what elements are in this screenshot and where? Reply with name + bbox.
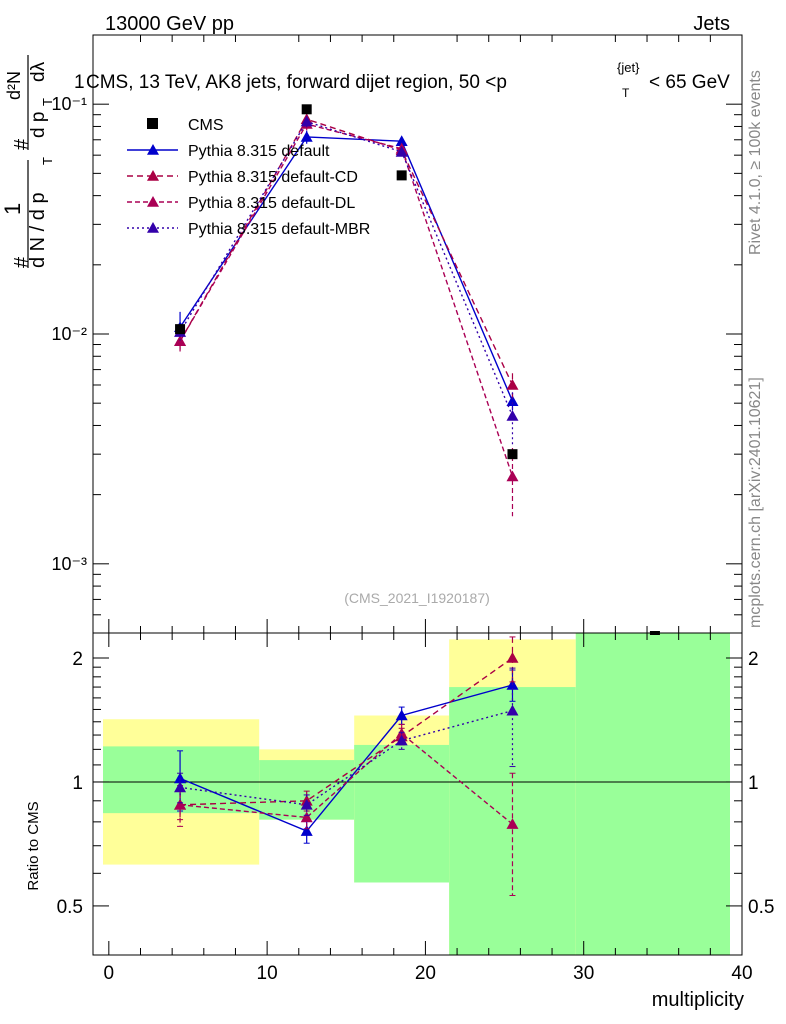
ratio-point [300, 811, 313, 823]
ratio-point [174, 781, 187, 793]
series-point [506, 470, 519, 482]
y-tick-label: 10⁻³ [51, 554, 87, 574]
legend-label: Pythia 8.315 default-CD [188, 169, 358, 186]
y-tick-label: 10⁻¹ [51, 94, 87, 114]
series-point [506, 395, 519, 407]
ratio-tick-label: 1 [72, 773, 83, 794]
ratio-point [395, 734, 408, 746]
ratio-tick-label-right: 1 [748, 773, 759, 794]
legend-marker [147, 144, 159, 155]
series-point [395, 145, 408, 157]
title-end: < 65 GeV [649, 72, 730, 93]
cms-point [175, 324, 186, 335]
ratio-point [395, 709, 408, 721]
x-tick-label: 20 [415, 963, 436, 984]
ylabel-t-1: T [40, 157, 55, 165]
ratio-point [174, 772, 187, 784]
x-tick-label: 40 [731, 963, 752, 984]
series-line [179, 136, 514, 402]
ratio-tick-label: 2 [72, 649, 83, 670]
ylabel-hash-2: # [11, 138, 33, 150]
header-left: 13000 GeV pp [105, 13, 234, 35]
series-line [179, 118, 514, 386]
chart-title: CMS, 13 TeV, AK8 jets, forward dijet reg… [86, 72, 507, 93]
ratio-tick-label: 0.5 [57, 897, 83, 918]
series-point [506, 378, 519, 390]
cms-point [649, 631, 660, 635]
series-point [506, 409, 519, 421]
ylabel-dpt: d p [28, 112, 49, 138]
ratio-point [174, 798, 187, 810]
ratio-frame [92, 632, 743, 956]
ylabel-dn: d N / d p [27, 192, 49, 268]
series-point [174, 335, 187, 347]
cms-point [507, 449, 518, 460]
legend-label: Pythia 8.315 default-DL [188, 195, 355, 212]
ratio-point [506, 651, 519, 663]
ratio-point [300, 798, 313, 810]
legend-marker-cms [147, 118, 158, 129]
ratio-line [179, 709, 513, 806]
ylabel-dlambda: dλ [28, 61, 49, 82]
ylabel-t-2: T [40, 98, 55, 106]
ratio-uncertainty-bands [103, 633, 730, 955]
title-prefix: 1 [74, 72, 85, 93]
series-point [300, 115, 313, 127]
ratio-line [179, 684, 513, 832]
series-line [179, 120, 514, 417]
series-point [395, 135, 408, 147]
title-subscript: T [622, 86, 630, 100]
title-superscript: {jet} [617, 60, 640, 75]
x-tick-label: 0 [104, 963, 115, 984]
ylabel-one: 1 [0, 203, 25, 215]
rivet-label: Rivet 4.1.0, ≥ 100k events [747, 70, 764, 255]
ratio-series [174, 636, 519, 896]
ratio-y-label: Ratio to CMS [25, 801, 42, 890]
legend: CMS Pythia 8.315 default Pythia 8.315 defa… [127, 117, 370, 238]
legend-marker [147, 222, 159, 233]
ratio-tick-label-right: 2 [748, 649, 759, 670]
series-point [300, 130, 313, 142]
legend-marker [147, 196, 159, 207]
ratio-line [180, 657, 513, 806]
cms-point [301, 104, 312, 115]
ratio-point [300, 825, 313, 836]
ratio-point [506, 704, 519, 716]
x-tick-label: 30 [573, 963, 594, 984]
y-axis-label-main: # 1 d N / d p T # d²N d p T dλ [0, 55, 55, 268]
cms-point [396, 170, 407, 181]
main-series [174, 104, 660, 635]
legend-label: Pythia 8.315 default-MBR [188, 221, 370, 238]
green-band [354, 744, 450, 883]
ylabel-d2n: d²N [4, 71, 24, 100]
analysis-watermark: (CMS_2021_I1920187) [344, 590, 490, 606]
ratio-tick-label-right: 0.5 [748, 897, 774, 918]
x-tick-label: 10 [257, 963, 278, 984]
axes: 0 10 20 30 40 10⁻¹ 10⁻² 10⁻³ 2 2 1 1 0.5 0.5 [51, 34, 774, 984]
mcplots-label: mcplots.cern.ch [arXiv:2401.10621] [747, 377, 764, 628]
y-tick-label: 10⁻² [51, 324, 87, 344]
green-band [575, 633, 730, 955]
ratio-point [506, 818, 519, 829]
legend-marker [147, 170, 159, 181]
legend-label: CMS [188, 117, 224, 134]
x-axis-label: multiplicity [652, 989, 744, 1011]
legend-label: Pythia 8.315 default [188, 143, 330, 160]
header-right: Jets [693, 13, 730, 35]
